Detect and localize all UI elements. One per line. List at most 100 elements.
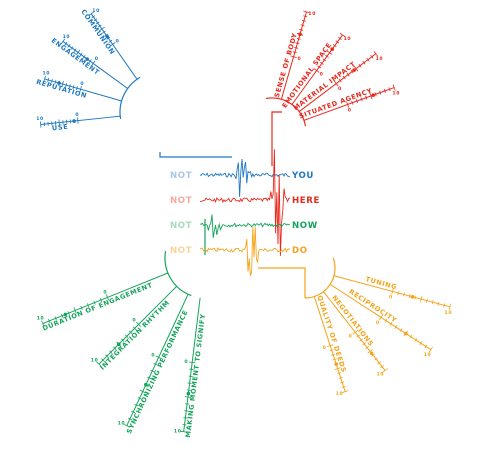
green-tick-label: 10 — [118, 421, 126, 427]
axis-label-duration-of-engagement: DURATION OF ENGAGEMENT — [41, 281, 153, 333]
green-axis-tick — [67, 311, 70, 316]
orange-axis-tick — [365, 346, 369, 350]
orange-connector-line — [258, 267, 306, 298]
blue-tick-label: 10 — [36, 116, 44, 122]
blue-axis-tick — [93, 18, 98, 22]
orange-axis-tick — [443, 303, 446, 308]
green-axis-tick — [121, 338, 125, 342]
green-axis-tick — [54, 316, 57, 321]
orange-axis-stem — [313, 296, 319, 309]
red-axis-tick — [338, 78, 342, 83]
blue-axis-tick — [106, 36, 111, 40]
orange-value-marker — [404, 331, 408, 336]
red-axis-tick — [358, 63, 362, 68]
red-tick-label: 10 — [376, 56, 384, 62]
green-axis-tick — [139, 389, 146, 394]
green-axis-tick — [93, 300, 96, 305]
blue-axis-tick — [79, 86, 82, 93]
blue-axis-tick — [95, 21, 100, 25]
green-axis-tick — [134, 403, 139, 407]
row-not-label: NOT — [170, 221, 192, 231]
orange-axis-stem — [329, 283, 341, 292]
orange-axis-tick — [378, 314, 384, 321]
red-axis-tick — [373, 50, 379, 57]
orange-tick-label: 10 — [336, 391, 344, 397]
row-word-you: YOU — [291, 171, 314, 181]
red-axis-tick — [346, 101, 350, 108]
orange-axis-tick — [332, 358, 337, 361]
red-axis-stem — [298, 107, 305, 112]
red-axis-tick — [362, 60, 366, 65]
orange-bracket-arc — [304, 257, 336, 299]
green-axis-tick — [153, 362, 158, 366]
blue-tick-label: 0 — [95, 56, 99, 62]
red-tick-label: 10 — [344, 36, 352, 42]
blue-axis-tick — [70, 46, 74, 50]
orange-tick-label: 0 — [376, 320, 380, 326]
green-axis-tick — [150, 369, 155, 373]
orange-axis-tick — [367, 349, 373, 354]
blue-axis-tick — [43, 75, 46, 83]
blue-axis-tick — [104, 33, 109, 37]
red-axis-tick — [379, 90, 382, 95]
red-axis-tick — [370, 54, 374, 59]
blue-axis-tick — [97, 24, 102, 28]
row-labels-layer: NOT YOU NOT HERE NOT NOW NOT DO — [170, 171, 319, 256]
red-waveform — [199, 149, 290, 256]
orange-axis-group: 010TUNING010RECIPROCITY010NEGOTIATIONS01… — [258, 257, 452, 397]
orange-axis-tick — [414, 295, 417, 300]
green-tick-label: 0 — [151, 352, 155, 358]
green-axis-tick — [188, 361, 196, 364]
red-axis-tick — [388, 87, 391, 92]
green-axis-tick — [96, 361, 102, 367]
green-value-marker — [116, 342, 121, 347]
blue-tick-label: 0 — [116, 38, 120, 44]
orange-axis-tick — [382, 368, 388, 373]
green-axis-stem — [184, 294, 189, 302]
red-axis-tick — [294, 46, 299, 49]
orange-axis-tick — [397, 290, 400, 296]
blue-axis-stem — [108, 115, 121, 118]
orange-axis-tick — [403, 292, 405, 297]
axes-layer: 010COMMUNION010ENGAGEMENT010REPUTATION01… — [35, 8, 452, 438]
green-axis-tick — [48, 318, 51, 323]
orange-value-marker — [369, 351, 374, 356]
red-connector-line — [271, 111, 282, 166]
blue-tick-label: 10 — [63, 34, 71, 40]
red-tick-label: 10 — [308, 11, 316, 17]
orange-axis-tick — [399, 328, 403, 333]
blue-axis-stem — [129, 69, 138, 80]
green-tick-label: 10 — [37, 315, 45, 321]
blue-axis-stem — [109, 97, 122, 102]
green-axis-tick — [101, 358, 105, 362]
blue-axis-tick — [108, 39, 113, 43]
orange-axis-tick — [384, 318, 388, 323]
green-axis-tick — [128, 417, 132, 421]
red-axis-tick — [300, 24, 305, 27]
row-not-label: NOT — [170, 171, 192, 181]
green-tick-label: 10 — [174, 428, 182, 434]
green-axis-tick — [61, 313, 64, 318]
orange-axis-tick — [334, 367, 341, 370]
green-axis-tick — [73, 307, 77, 314]
green-axis-tick — [132, 326, 137, 331]
green-axis-tick — [137, 397, 142, 400]
orange-axis-tick — [448, 303, 452, 311]
blue-axis-tick — [102, 30, 106, 34]
red-axis-stem — [280, 93, 284, 100]
red-axis-tick — [339, 32, 346, 38]
green-waveform — [199, 214, 291, 238]
red-axis-tick — [299, 28, 304, 31]
red-value-marker — [371, 93, 376, 97]
red-axis-stem — [291, 99, 296, 105]
blue-value-marker — [57, 81, 61, 85]
blue-axis-stem — [117, 81, 128, 89]
red-value-marker — [330, 47, 334, 51]
blue-axis-tick — [54, 79, 57, 85]
blue-axis-tick — [75, 49, 81, 56]
red-axis-tick — [295, 42, 300, 45]
orange-axis-tick — [359, 338, 364, 342]
orange-tick-label: 0 — [389, 295, 393, 301]
green-axis-line — [42, 275, 161, 325]
